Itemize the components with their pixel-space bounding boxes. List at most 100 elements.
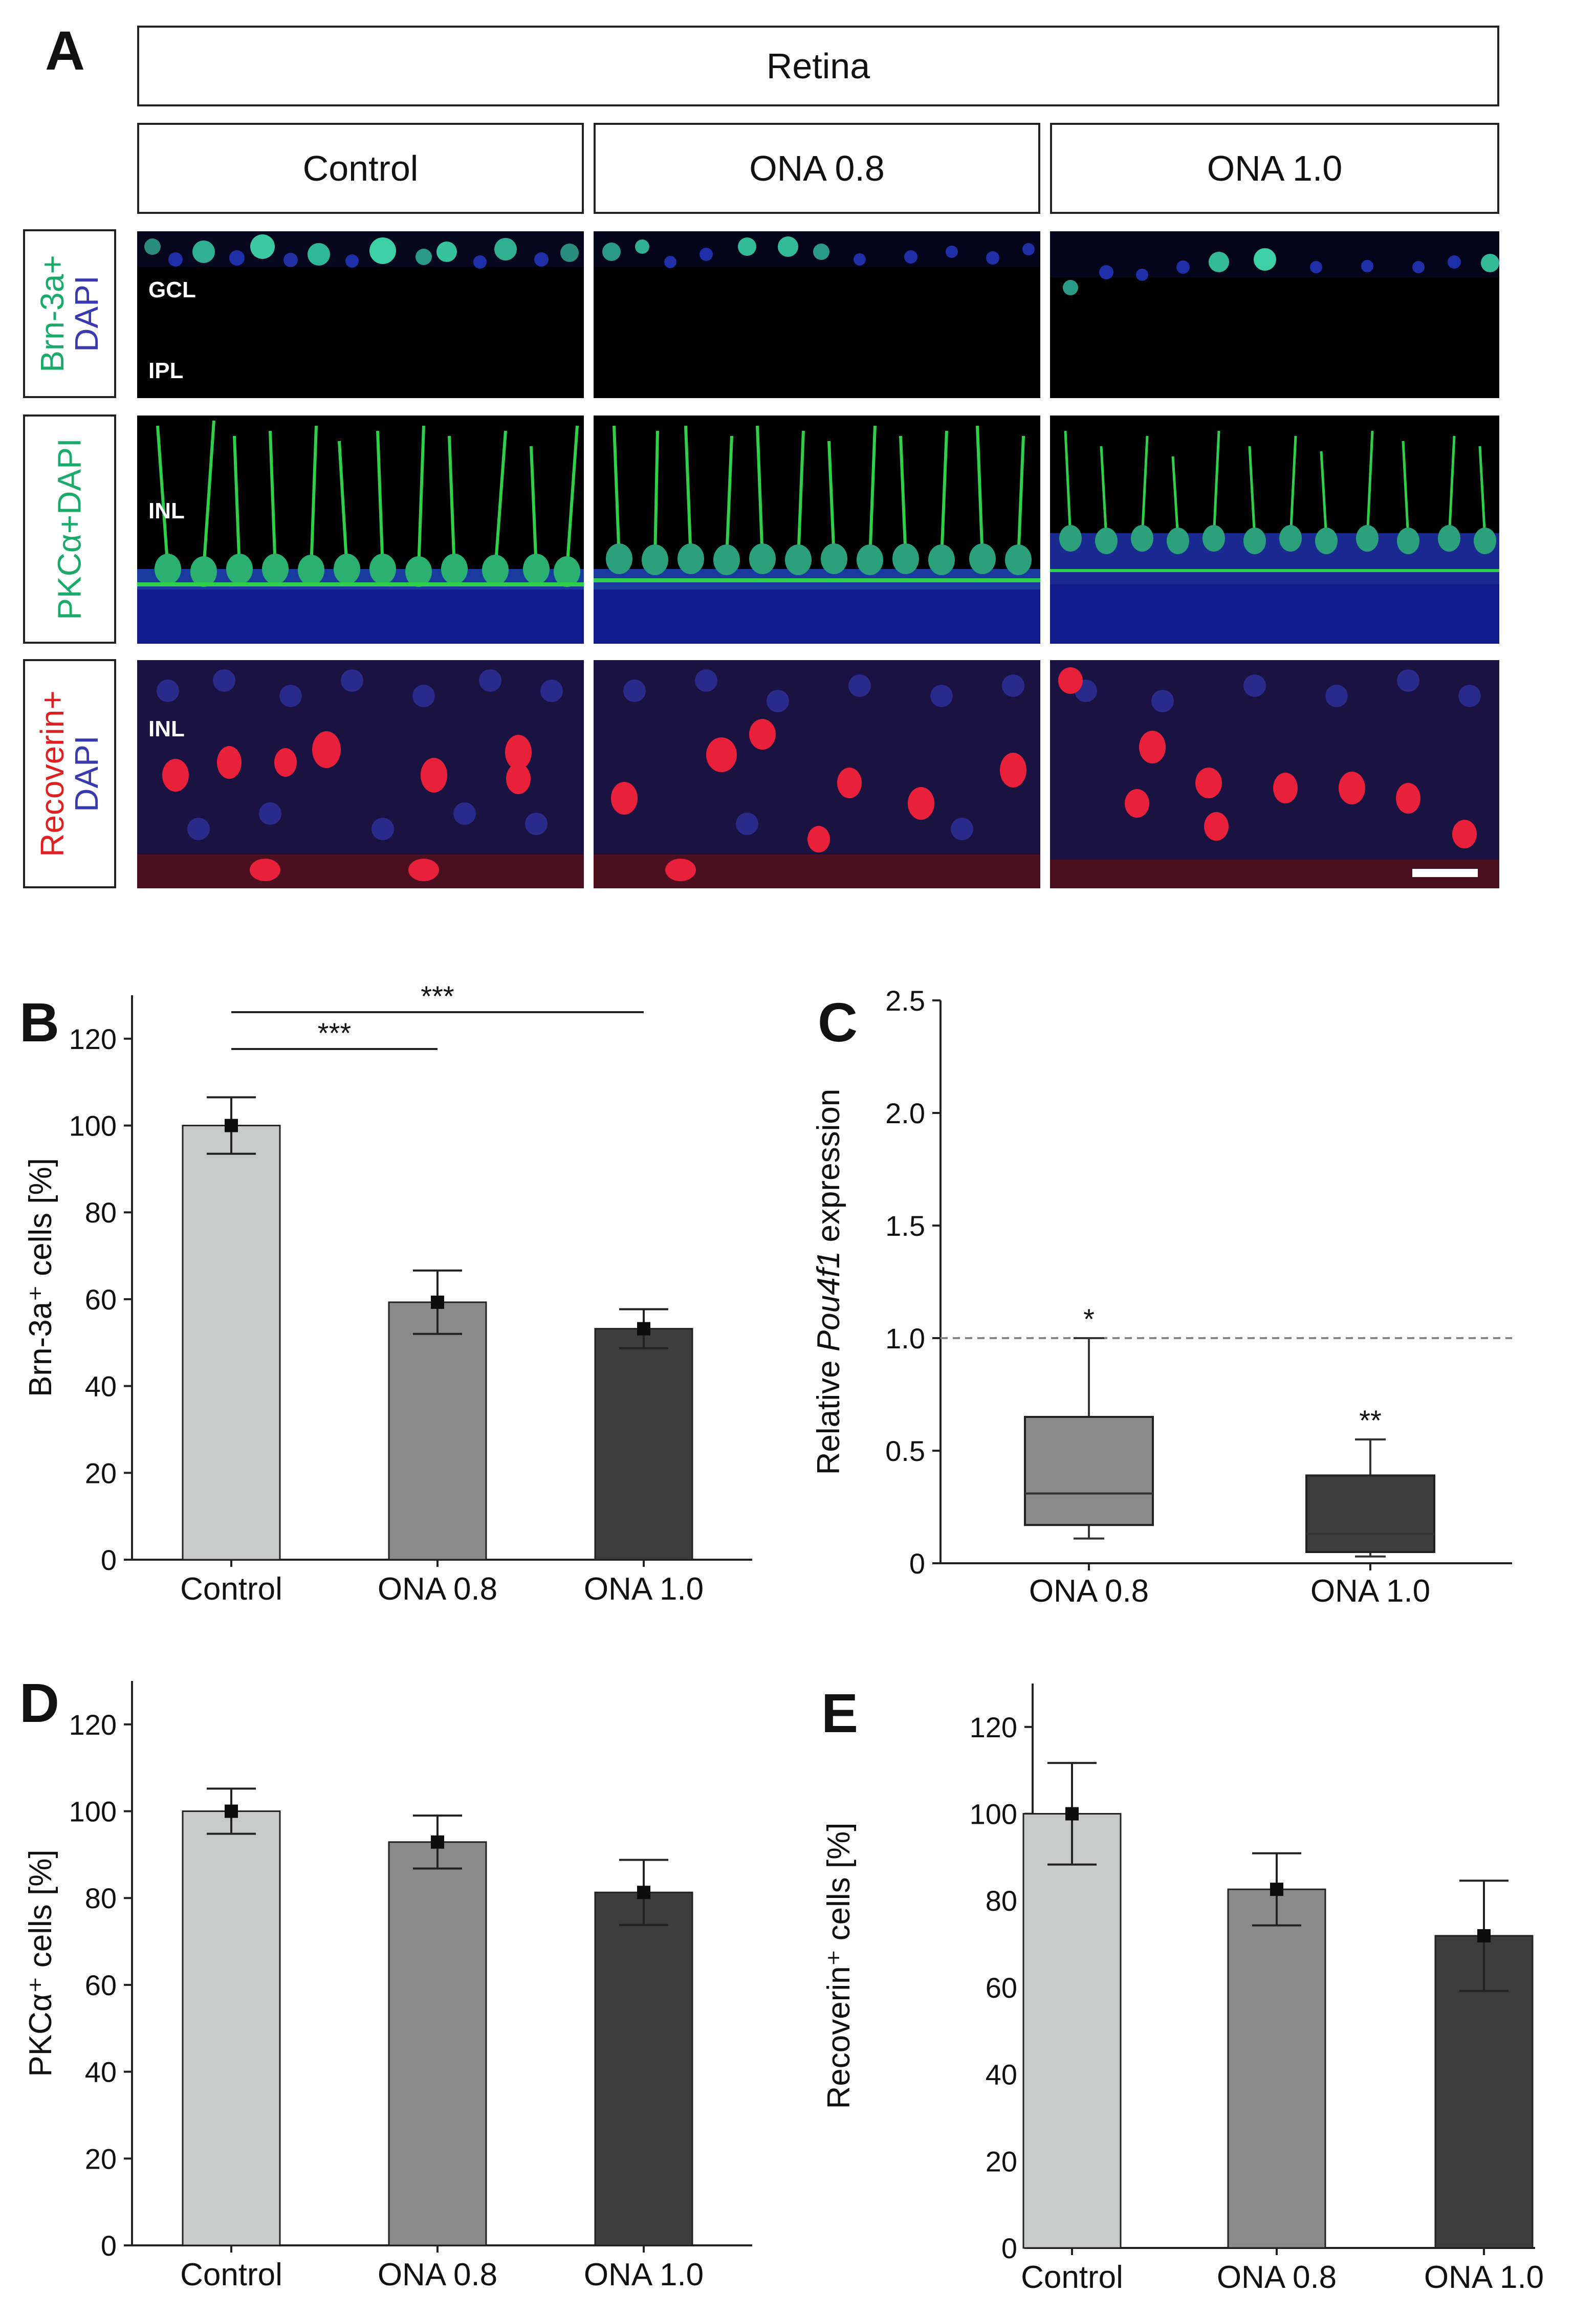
significance-label-b-1: *** — [421, 980, 454, 1012]
y-tick-label-b: 60 — [85, 1283, 117, 1316]
y-tick-label-e: 80 — [986, 1885, 1017, 1917]
scale-bar — [1412, 869, 1478, 877]
panel-letter-e: E — [821, 1682, 858, 1744]
significance-label-c-0: * — [1083, 1303, 1095, 1335]
y-tick-label-c: 1.0 — [885, 1322, 925, 1354]
y-tick-label-d: 0 — [101, 2230, 117, 2262]
mean-marker-d-2 — [637, 1886, 650, 1899]
x-tick-label-e: ONA 1.0 — [1424, 2260, 1544, 2295]
y-axis-label-d: PKCα⁺ cells [%] — [23, 1849, 58, 2077]
layer-label-inl-pkca: INL — [148, 498, 185, 523]
y-tick-label-c: 0 — [909, 1547, 925, 1580]
micrograph-recoverin-ona10 — [1050, 660, 1499, 888]
y-tick-label-e: 40 — [986, 2059, 1017, 2091]
label-pkca-text: PKCα+DAPI — [51, 438, 88, 620]
label-recoverin-text: Recoverin+ — [33, 690, 71, 857]
y-tick-label-c: 0.5 — [885, 1435, 925, 1467]
y-tick-label-e: 100 — [970, 1798, 1017, 1830]
x-tick-label-c: ONA 0.8 — [1029, 1574, 1149, 1609]
mean-marker-e-1 — [1270, 1883, 1283, 1896]
panel-letter-b: B — [19, 991, 59, 1053]
mean-marker-e-0 — [1065, 1807, 1079, 1821]
layer-label-inl-recoverin: INL — [148, 716, 185, 741]
y-tick-label-b: 100 — [69, 1110, 117, 1142]
y-tick-label-b: 40 — [85, 1370, 117, 1403]
x-tick-label-b: Control — [180, 1571, 282, 1607]
y-tick-label-d: 20 — [85, 2143, 117, 2175]
y-tick-label-c: 2.5 — [885, 985, 925, 1017]
retina-header: Retina — [137, 26, 1499, 106]
x-tick-label-e: ONA 0.8 — [1217, 2260, 1337, 2295]
y-tick-label-d: 60 — [85, 1969, 117, 2001]
bar-d-0 — [182, 1810, 281, 2246]
column-header-ona08: ONA 0.8 — [594, 123, 1040, 214]
micrograph-brn3a-ona08 — [594, 231, 1040, 398]
bar-b-0 — [182, 1125, 281, 1561]
bar-b-1 — [388, 1301, 487, 1561]
y-tick-label-e: 120 — [970, 1711, 1017, 1743]
y-tick-label-d: 120 — [69, 1709, 117, 1741]
micrograph-recoverin-control: INL — [137, 660, 584, 888]
x-tick-label-b: ONA 0.8 — [378, 1571, 497, 1607]
layer-label-ipl: IPL — [148, 358, 184, 383]
significance-label-c-1: ** — [1359, 1404, 1382, 1436]
y-tick-label-b: 0 — [101, 1544, 117, 1576]
bar-d-2 — [594, 1891, 693, 2246]
box-c-1 — [1305, 1474, 1435, 1554]
bar-d-1 — [388, 1841, 487, 2246]
row-label-recoverin: Recoverin+ DAPI — [23, 659, 116, 888]
row-label-brn3a: Brn-3a+ DAPI — [23, 229, 116, 398]
y-tick-label-d: 80 — [85, 1882, 117, 1914]
y-axis-label-e: Recoverin⁺ cells [%] — [821, 1823, 857, 2109]
micrograph-brn3a-ona10 — [1050, 231, 1499, 398]
x-tick-label-c: ONA 1.0 — [1310, 1574, 1430, 1609]
y-tick-label-e: 60 — [986, 1972, 1017, 2004]
x-tick-label-d: Control — [180, 2257, 282, 2292]
y-tick-label-d: 100 — [69, 1796, 117, 1828]
y-tick-label-d: 40 — [85, 2056, 117, 2088]
row-label-pkca: PKCα+DAPI — [23, 414, 116, 644]
bar-e-1 — [1227, 1888, 1326, 2249]
box-c-0 — [1024, 1416, 1154, 1526]
y-axis-label-part: Pou4f1 — [811, 1251, 846, 1352]
mean-marker-b-2 — [637, 1322, 650, 1336]
y-tick-label-b: 120 — [69, 1023, 117, 1055]
y-tick-label-e: 20 — [986, 2145, 1017, 2177]
micrograph-pkca-control: INL — [137, 416, 584, 644]
y-axis-label-b: Brn-3a⁺ cells [%] — [23, 1158, 58, 1397]
mean-marker-d-0 — [225, 1804, 238, 1818]
bar-b-2 — [594, 1328, 693, 1561]
mean-marker-b-1 — [431, 1295, 444, 1309]
label-dapi-text: DAPI — [68, 275, 105, 352]
column-header-control: Control — [137, 123, 584, 214]
x-tick-label-b: ONA 1.0 — [584, 1571, 704, 1607]
x-tick-label-d: ONA 1.0 — [584, 2257, 704, 2292]
mean-marker-d-1 — [431, 1835, 444, 1849]
panel-letter-a: A — [45, 19, 85, 81]
label-brn3a-text: Brn-3a+ — [33, 255, 71, 373]
bar-e-0 — [1022, 1813, 1122, 2249]
micrograph-recoverin-ona08 — [594, 660, 1040, 888]
y-axis-label-part: Relative — [811, 1351, 846, 1475]
label-dapi2-text: DAPI — [68, 735, 105, 812]
charts-svg: B 0 20 40 60 80 100 120 Brn-3a⁺ cells [%] Control… — [19, 980, 1544, 2295]
y-tick-label-e: 0 — [1001, 2232, 1017, 2264]
mean-marker-b-0 — [225, 1119, 238, 1132]
column-header-ona10: ONA 1.0 — [1050, 123, 1499, 214]
micrograph-brn3a-control: GCL IPL — [137, 231, 584, 398]
y-axis-label-part: expression — [811, 1089, 846, 1251]
layer-label-gcl: GCL — [148, 277, 196, 302]
micrograph-pkca-ona08 — [594, 416, 1040, 644]
y-tick-label-b: 20 — [85, 1457, 117, 1489]
x-tick-label-e: Control — [1021, 2260, 1123, 2295]
y-tick-label-c: 1.5 — [885, 1210, 925, 1242]
panel-letter-c: C — [818, 991, 858, 1053]
panel-letter-d: D — [19, 1672, 59, 1734]
x-tick-label-d: ONA 0.8 — [378, 2257, 497, 2292]
y-tick-label-c: 2.0 — [885, 1097, 925, 1129]
y-tick-label-b: 80 — [85, 1196, 117, 1229]
y-axis-label-c: Relative Pou4f1 expression — [811, 1089, 846, 1475]
mean-marker-e-2 — [1477, 1929, 1491, 1942]
micrograph-pkca-ona10 — [1050, 416, 1499, 644]
significance-label-b-0: *** — [318, 1017, 351, 1049]
